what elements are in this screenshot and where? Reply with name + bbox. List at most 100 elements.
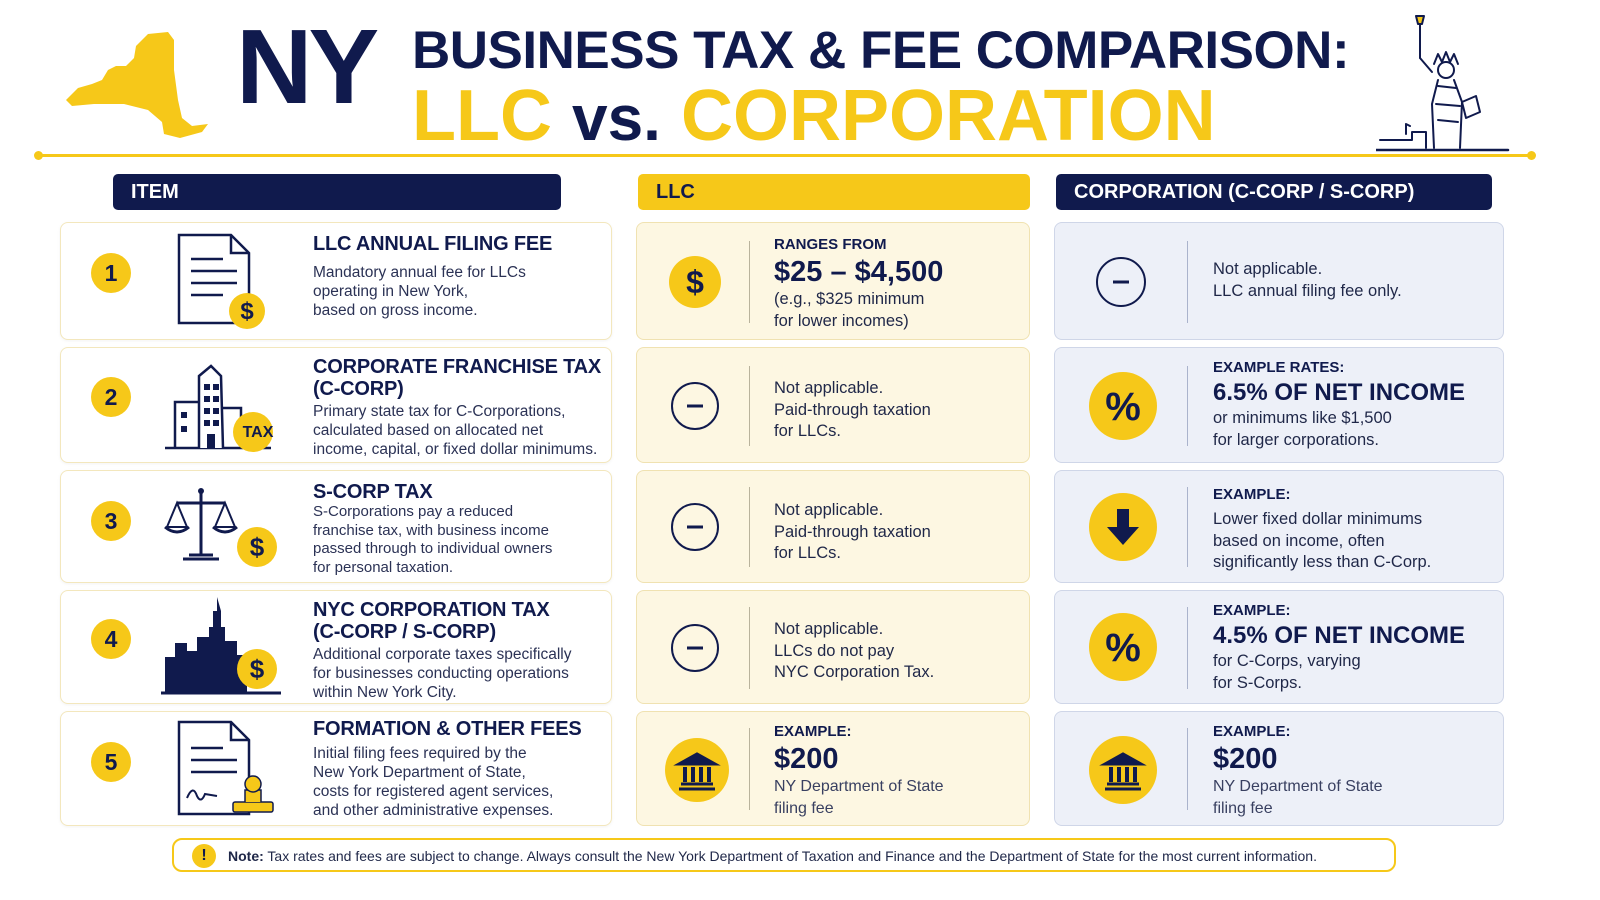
svg-text:%: %	[1105, 385, 1141, 429]
document-stamp-icon	[177, 720, 274, 816]
new-york-state-map-icon	[66, 32, 208, 138]
row-2-corporation: % EXAMPLE RATES: 6.5% OF NET INCOME or m…	[1054, 347, 1504, 463]
cell-body: NY Department of State filing fee	[774, 778, 944, 817]
state-abbreviation: NY	[236, 8, 379, 126]
cell-label: EXAMPLE:	[774, 723, 852, 740]
minus-circle-icon	[671, 624, 719, 672]
statue-of-liberty-icon	[1376, 15, 1510, 152]
bank-icon	[1089, 736, 1157, 804]
cell-divider	[749, 487, 750, 567]
scales-dollar-icon: $	[164, 488, 277, 567]
row-number-badge: 3	[91, 501, 131, 541]
cell-content: RANGES FROM $25 – $4,500 (e.g., $325 min…	[774, 235, 1019, 332]
row-number-badge: 1	[91, 253, 131, 293]
cell-divider	[1187, 728, 1188, 810]
row-3-llc: Not applicable. Paid-through taxation fo…	[636, 470, 1030, 583]
row-number-badge: 2	[91, 377, 131, 417]
percent-icon: %	[1089, 372, 1157, 440]
note-body: Tax rates and fees are subject to change…	[267, 848, 1317, 864]
tax-badge-label: TAX	[242, 424, 274, 441]
cell-divider	[1187, 607, 1188, 689]
building-tax-icon	[165, 364, 273, 452]
cell-content: EXAMPLE: Lower fixed dollar minimums bas…	[1213, 485, 1493, 574]
row-1-corporation: Not applicable. LLC annual filing fee on…	[1054, 222, 1504, 340]
row-title: FORMATION & OTHER FEES	[313, 718, 582, 740]
subtitle-vs: vs.	[571, 82, 661, 154]
cell-label: EXAMPLE:	[1213, 602, 1291, 619]
header-divider	[34, 151, 1536, 160]
row-description: Initial filing fees required by the New …	[313, 745, 554, 819]
cell-body: (e.g., $325 minimum for lower incomes)	[774, 290, 925, 330]
row-3-corporation: EXAMPLE: Lower fixed dollar minimums bas…	[1054, 470, 1504, 583]
cell-content: EXAMPLE: $200 NY Department of State fil…	[1213, 722, 1493, 819]
cell-label: EXAMPLE:	[1213, 486, 1291, 503]
row-2-item: 2 TAX CORPORATE FRANCHISE TAX (C-CORP) P…	[60, 347, 612, 463]
column-header-item: ITEM	[113, 174, 561, 210]
cell-divider	[749, 366, 750, 446]
row-title: S-CORP TAX	[313, 481, 433, 503]
cell-content: Not applicable. Paid-through taxation fo…	[774, 500, 1019, 565]
minus-circle-icon	[671, 503, 719, 551]
column-header-corporation: CORPORATION (C-CORP / S-CORP)	[1056, 174, 1492, 210]
svg-text:%: %	[1105, 626, 1141, 670]
note-text: Note: Tax rates and fees are subject to …	[228, 848, 1317, 864]
row-5-item: 5 FORMATION & OTHER FEES Initial filing …	[60, 711, 612, 826]
cell-divider	[1187, 487, 1188, 567]
cell-body: or minimums like $1,500 for larger corpo…	[1213, 409, 1392, 449]
row-5-corporation: EXAMPLE: $200 NY Department of State fil…	[1054, 711, 1504, 826]
cell-content: Not applicable. Paid-through taxation fo…	[774, 378, 1019, 443]
arrow-down-icon	[1089, 493, 1157, 561]
cell-body: Not applicable. Paid-through taxation fo…	[774, 501, 931, 562]
subtitle-llc: LLC	[412, 76, 552, 156]
cell-divider	[749, 728, 750, 810]
cell-content: Not applicable. LLCs do not pay NYC Corp…	[774, 619, 1019, 684]
percent-icon: %	[1089, 613, 1157, 681]
cell-label: EXAMPLE:	[1213, 723, 1291, 740]
svg-text:$: $	[240, 298, 254, 325]
row-description: Primary state tax for C-Corporations, ca…	[313, 403, 598, 458]
cell-content: EXAMPLE RATES: 6.5% OF NET INCOME or min…	[1213, 358, 1493, 451]
city-skyline-dollar-icon: $	[161, 597, 281, 695]
minus-circle-icon	[1096, 257, 1146, 307]
cell-body: Lower fixed dollar minimums based on inc…	[1213, 510, 1432, 571]
row-title: CORPORATE FRANCHISE TAX (C-CORP)	[313, 356, 601, 400]
row-3-item: 3 $ S-CORP TAX S-Corporations pay a redu…	[60, 470, 612, 583]
cell-content: EXAMPLE: 4.5% OF NET INCOME for C-Corps,…	[1213, 601, 1493, 694]
row-title: NYC CORPORATION TAX (C-CORP / S-CORP)	[313, 599, 550, 643]
svg-text:$: $	[686, 264, 704, 300]
cell-value: 4.5% OF NET INCOME	[1213, 622, 1466, 649]
svg-text:$: $	[250, 532, 265, 562]
row-4-llc: Not applicable. LLCs do not pay NYC Corp…	[636, 590, 1030, 704]
column-header-llc: LLC	[638, 174, 1030, 210]
disclaimer-note: ! Note: Tax rates and fees are subject t…	[172, 838, 1396, 872]
cell-body: NY Department of State filing fee	[1213, 778, 1383, 817]
minus-circle-icon	[671, 382, 719, 430]
cell-body: for C-Corps, varying for S-Corps.	[1213, 652, 1361, 692]
cell-value: $25 – $4,500	[774, 256, 944, 288]
dollar-circle-icon: $	[669, 256, 721, 308]
cell-body: Not applicable. Paid-through taxation fo…	[774, 379, 931, 440]
svg-text:$: $	[250, 654, 265, 684]
row-4-corporation: % EXAMPLE: 4.5% OF NET INCOME for C-Corp…	[1054, 590, 1504, 704]
row-number-badge: 5	[91, 742, 131, 782]
cell-divider	[1187, 241, 1188, 323]
page-subtitle: LLC vs. CORPORATION	[412, 80, 1216, 152]
row-description: Mandatory annual fee for LLCs operating …	[313, 264, 526, 319]
row-5-llc: EXAMPLE: $200 NY Department of State fil…	[636, 711, 1030, 826]
cell-divider	[1187, 366, 1188, 446]
row-title: LLC ANNUAL FILING FEE	[313, 233, 553, 255]
row-description: Additional corporate taxes specifically …	[313, 646, 572, 701]
row-1-item: 1 $ LLC ANNUAL FILING FEE Mandatory annu…	[60, 222, 612, 340]
row-1-llc: $ RANGES FROM $25 – $4,500 (e.g., $325 m…	[636, 222, 1030, 340]
document-dollar-icon: $	[177, 233, 265, 329]
row-2-llc: Not applicable. Paid-through taxation fo…	[636, 347, 1030, 463]
cell-value: 6.5% OF NET INCOME	[1213, 379, 1466, 406]
cell-value: $200	[1213, 743, 1278, 775]
cell-body: Not applicable. LLC annual filing fee on…	[1213, 260, 1402, 300]
cell-divider	[749, 241, 750, 323]
subtitle-corporation: CORPORATION	[680, 76, 1216, 156]
cell-label: RANGES FROM	[774, 236, 887, 253]
cell-body: Not applicable. LLCs do not pay NYC Corp…	[774, 620, 935, 681]
cell-label: EXAMPLE RATES:	[1213, 359, 1345, 376]
cell-content: EXAMPLE: $200 NY Department of State fil…	[774, 722, 1019, 819]
